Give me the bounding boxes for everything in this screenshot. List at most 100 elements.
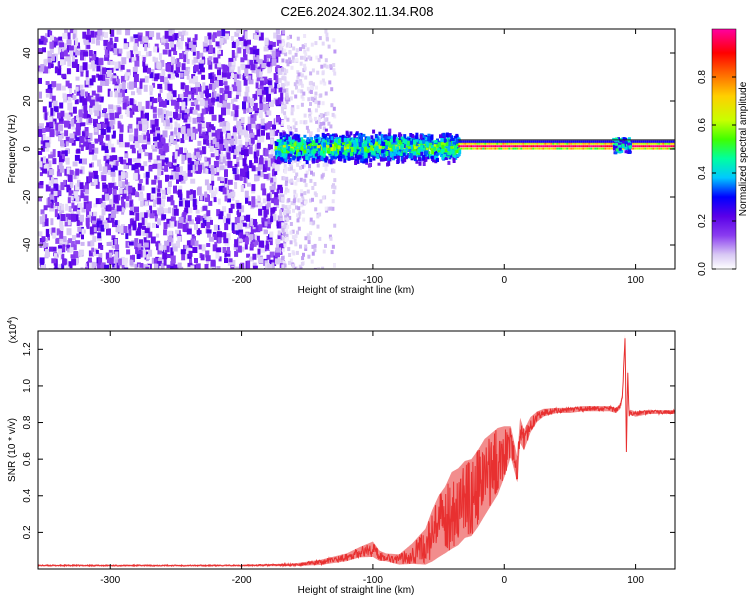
spectrogram-cell: [245, 133, 249, 142]
spectrogram-cell: [124, 142, 130, 148]
spectrogram-cell: [138, 148, 142, 154]
spectrogram-cell: [275, 258, 280, 265]
spectrogram-cell: [538, 145, 541, 148]
spectrogram-cell: [131, 187, 136, 196]
spectrogram-cell: [460, 140, 463, 144]
spectrogram-cell: [548, 142, 551, 145]
spectrogram-cell: [311, 96, 314, 101]
spectrogram-cell: [278, 87, 283, 93]
spectrogram-cell: [233, 97, 238, 102]
spectrogram-cell: [104, 79, 109, 86]
spectrogram-cell: [235, 226, 241, 235]
spectrogram-cell: [62, 93, 67, 99]
spectrogram-cell: [259, 84, 264, 93]
spectrogram-cell: [230, 111, 234, 117]
spectrogram-cell: [165, 112, 169, 120]
spectrogram-cell: [157, 83, 163, 89]
spectrogram-cell: [211, 128, 216, 133]
spectrogram-cell: [91, 216, 97, 224]
spectrogram-cell: [435, 150, 439, 155]
spectrogram-cell: [222, 215, 226, 223]
spectrogram-cell: [290, 178, 294, 183]
spectrogram-cell: [534, 142, 537, 145]
spectrogram-cell: [169, 117, 173, 123]
spectrogram-cell: [110, 116, 116, 125]
spectrogram-cell: [188, 42, 193, 48]
spectrogram-cell: [160, 263, 165, 269]
spectrogram-cell: [317, 58, 321, 63]
spectrogram-cell: [287, 97, 291, 102]
spectrogram-cell: [80, 193, 85, 199]
spectrogram-cell: [157, 108, 163, 116]
spectrogram-cell: [125, 186, 130, 192]
spectrogram-cell: [242, 222, 247, 227]
spectrogram-cell: [162, 49, 168, 55]
spectrogram-cell: [283, 243, 287, 248]
spectrogram-cell: [305, 170, 309, 175]
spectrogram-cell: [333, 71, 337, 76]
spectrogram-cell: [256, 235, 260, 242]
spectrogram-cell: [189, 194, 195, 201]
spectrogram-cell: [113, 83, 119, 89]
spectrogram-cell: [134, 163, 139, 169]
spectrogram-cell: [263, 174, 269, 179]
spectrogram-cell: [151, 187, 156, 194]
spectrogram-cell: [97, 29, 103, 36]
spectrogram-cell: [228, 157, 231, 163]
spectrogram-cell: [159, 155, 165, 160]
spectrogram-cell: [107, 42, 112, 50]
spectrogram-cell: [222, 77, 228, 84]
spectrogram-cell: [56, 213, 60, 220]
spectrogram-cell: [279, 132, 283, 137]
spectrogram-cell: [193, 240, 199, 247]
spectrogram-cell: [142, 57, 146, 62]
spectrogram-cell: [161, 41, 166, 45]
spectrogram-cell: [303, 55, 306, 60]
spectrogram-cell: [270, 177, 274, 183]
spectrogram-cell: [75, 37, 79, 46]
spectrogram-cell: [383, 157, 387, 161]
spectrogram-cell: [81, 233, 84, 240]
spectrogram-cell: [121, 97, 127, 103]
spectrogram-cell: [343, 151, 347, 155]
spectrogram-cell: [62, 32, 68, 39]
spectrogram-cell: [474, 140, 477, 144]
spectrogram-cell: [182, 101, 186, 108]
spectrogram-cell: [65, 203, 69, 211]
spectrogram-cell: [169, 175, 174, 180]
spectrogram-cell: [297, 206, 301, 211]
spectrogram-cell: [269, 251, 275, 258]
spectrogram-cell: [309, 118, 313, 123]
spectrogram-cell: [281, 204, 285, 209]
spectrogram-cell: [272, 155, 278, 160]
spectrogram-cell: [281, 42, 285, 47]
spectrogram-cell: [254, 68, 258, 74]
spectrogram-cell: [44, 158, 49, 165]
spectrogram-cell: [327, 147, 331, 151]
spectrogram-cell: [308, 113, 312, 118]
spectrogram-cell: [114, 112, 120, 119]
spectrogram-cell: [150, 119, 156, 128]
spectrogram-cell: [126, 196, 129, 202]
spectrogram-cell: [228, 61, 232, 67]
spectrogram-cell: [167, 187, 171, 195]
spectrogram-cell: [208, 129, 212, 136]
spectrogram-cell: [321, 113, 325, 118]
spectrogram-cell: [217, 75, 222, 81]
spectrogram-cell: [386, 138, 390, 142]
spectrogram-cell: [112, 189, 117, 196]
spectrogram-cell: [87, 257, 92, 263]
spectrogram-cell: [259, 102, 264, 110]
spectrogram-cell: [64, 120, 69, 128]
spectrogram-cell: [80, 241, 85, 246]
spectrogram-cell: [192, 37, 197, 46]
spectrogram-cell: [175, 229, 180, 234]
spectrogram-cell: [176, 113, 182, 119]
spectrogram-cell: [360, 142, 364, 148]
spectrogram-cell: [134, 263, 138, 269]
spectrogram-cell: [86, 29, 90, 36]
spectrogram-cell: [219, 143, 224, 151]
spectrogram-cell: [333, 152, 337, 158]
spectrogram-cell: [292, 118, 296, 123]
spectrogram-cell: [268, 44, 273, 50]
